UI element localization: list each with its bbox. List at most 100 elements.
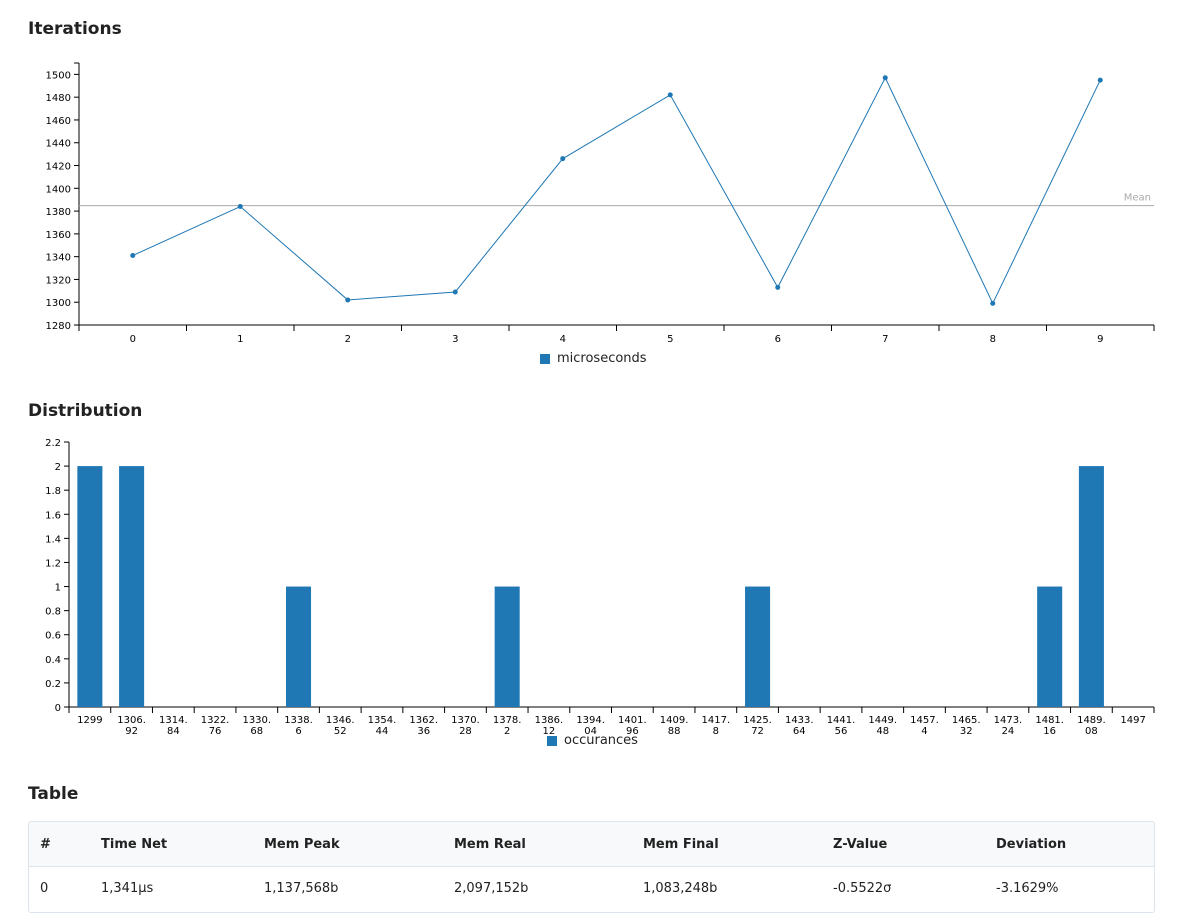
x-tick-label: 1401. 96 <box>618 715 647 737</box>
data-point <box>990 300 996 306</box>
bar <box>745 586 771 707</box>
legend-label-occurances: occurances <box>564 733 638 748</box>
data-point <box>667 92 673 98</box>
x-tick-label: 0 <box>130 334 136 345</box>
x-tick-label: 1497 <box>1120 715 1145 726</box>
column-header-deviation: Deviation <box>996 822 1154 867</box>
x-tick-label: 1449. 48 <box>868 715 897 737</box>
x-tick-label: 1386. 12 <box>535 715 564 737</box>
y-tick-label: 1.6 <box>45 510 61 521</box>
x-tick-label: 1314. 84 <box>159 715 188 737</box>
column-header-index: # <box>29 822 101 867</box>
bar <box>1078 466 1104 707</box>
y-tick-label: 0 <box>55 703 61 714</box>
x-tick-label: 8 <box>990 334 996 345</box>
results-table: # Time Net Mem Peak Mem Real Mem Final Z… <box>29 822 1154 910</box>
mean-label: Mean <box>1124 193 1151 204</box>
y-tick-label: 1380 <box>46 207 71 218</box>
distribution-legend: occurances <box>547 733 638 748</box>
x-tick-label: 2 <box>345 334 351 345</box>
y-tick-label: 1460 <box>46 116 71 127</box>
bar <box>119 466 145 707</box>
iterations-title: Iterations <box>28 19 122 39</box>
y-tick-label: 1300 <box>46 298 71 309</box>
table-row: 0 1,341μs 1,137,568b 2,097,152b 1,083,24… <box>29 867 1154 911</box>
data-point <box>560 156 566 162</box>
x-tick-label: 5 <box>667 334 673 345</box>
legend-label-microseconds: microseconds <box>557 351 647 366</box>
y-tick-label: 1420 <box>46 162 71 173</box>
cell-deviation: -3.1629% <box>996 881 1059 896</box>
y-tick-label: 1.4 <box>45 534 61 545</box>
bar <box>77 466 103 707</box>
cell-mem-final: 1,083,248b <box>643 881 718 896</box>
x-tick-label: 1457. 4 <box>910 715 939 737</box>
y-tick-label: 0.4 <box>45 655 61 666</box>
x-tick-label: 1378. 2 <box>493 715 522 737</box>
bar <box>494 586 520 707</box>
cell-index: 0 <box>40 881 49 896</box>
y-tick-label: 1440 <box>46 139 71 150</box>
data-point <box>1097 77 1103 83</box>
table-header-row: # Time Net Mem Peak Mem Real Mem Final Z… <box>29 822 1154 867</box>
y-tick-label: 1360 <box>46 230 71 241</box>
column-header-mem-real: Mem Real <box>454 822 643 867</box>
x-tick-label: 4 <box>560 334 566 345</box>
y-tick-label: 0.2 <box>45 679 61 690</box>
y-tick-label: 1 <box>55 583 61 594</box>
y-tick-label: 0.8 <box>45 607 61 618</box>
y-tick-label: 1.2 <box>45 558 61 569</box>
x-tick-label: 1306. 92 <box>117 715 146 737</box>
x-tick-label: 1481. 16 <box>1035 715 1064 737</box>
column-header-time-net: Time Net <box>101 822 264 867</box>
y-tick-label: 2 <box>55 462 61 473</box>
x-tick-label: 9 <box>1097 334 1103 345</box>
distribution-bar-chart: 0 0.2 0.4 0.6 0.8 1 1.2 1.4 1.6 1.8 2 2.2 1299 1306. 9… <box>45 438 1155 737</box>
x-tick-label: 1433. 64 <box>785 715 814 737</box>
x-tick-label: 1370. 28 <box>451 715 480 737</box>
x-tick-label: 1417. 8 <box>702 715 731 737</box>
data-point <box>237 204 243 210</box>
cell-time-net: 1,341μs <box>101 881 154 896</box>
y-tick-label: 1340 <box>46 253 71 264</box>
x-tick-label: 1299 <box>77 715 102 726</box>
table-title: Table <box>28 784 79 804</box>
x-tick-label: 1354. 44 <box>368 715 397 737</box>
results-table-container: # Time Net Mem Peak Mem Real Mem Final Z… <box>28 821 1155 913</box>
y-tick-label: 1400 <box>46 184 71 195</box>
bar <box>1037 586 1063 707</box>
x-tick-label: 1362. 36 <box>409 715 438 737</box>
x-tick-label: 1409. 88 <box>660 715 689 737</box>
iterations-line-chart: 1280130013201340136013801400142014401460… <box>46 62 1155 345</box>
bar <box>286 586 312 707</box>
data-point <box>345 297 351 303</box>
series-line-microseconds <box>132 76 1101 305</box>
y-tick-label: 1.8 <box>45 486 61 497</box>
x-tick-label: 1441. 56 <box>827 715 856 737</box>
legend-swatch-occurances <box>547 735 557 746</box>
data-point <box>452 289 458 295</box>
data-point <box>882 75 888 81</box>
y-tick-label: 1500 <box>46 70 71 81</box>
distribution-title: Distribution <box>28 401 143 421</box>
x-tick-label: 1394. 04 <box>576 715 605 737</box>
x-tick-label: 1338. 6 <box>284 715 313 737</box>
x-tick-label: 7 <box>882 334 888 345</box>
x-tick-label: 1 <box>237 334 243 345</box>
x-tick-label: 6 <box>775 334 781 345</box>
y-tick-label: 0.6 <box>45 631 61 642</box>
x-tick-label: 1425. 72 <box>743 715 772 737</box>
data-point <box>775 284 781 290</box>
x-tick-label: 1330. 68 <box>242 715 271 737</box>
y-tick-label: 2.2 <box>45 438 61 449</box>
x-tick-label: 1322. 76 <box>201 715 230 737</box>
legend-swatch-microseconds <box>540 353 550 364</box>
cell-mem-real: 2,097,152b <box>454 881 529 896</box>
column-header-z-value: Z-Value <box>833 822 996 867</box>
iterations-legend: microseconds <box>540 351 647 366</box>
y-tick-label: 1280 <box>46 321 71 332</box>
cell-mem-peak: 1,137,568b <box>264 881 339 896</box>
x-tick-label: 1489. 08 <box>1077 715 1106 737</box>
cell-z-value: -0.5522σ <box>833 881 892 896</box>
x-tick-label: 1346. 52 <box>326 715 355 737</box>
